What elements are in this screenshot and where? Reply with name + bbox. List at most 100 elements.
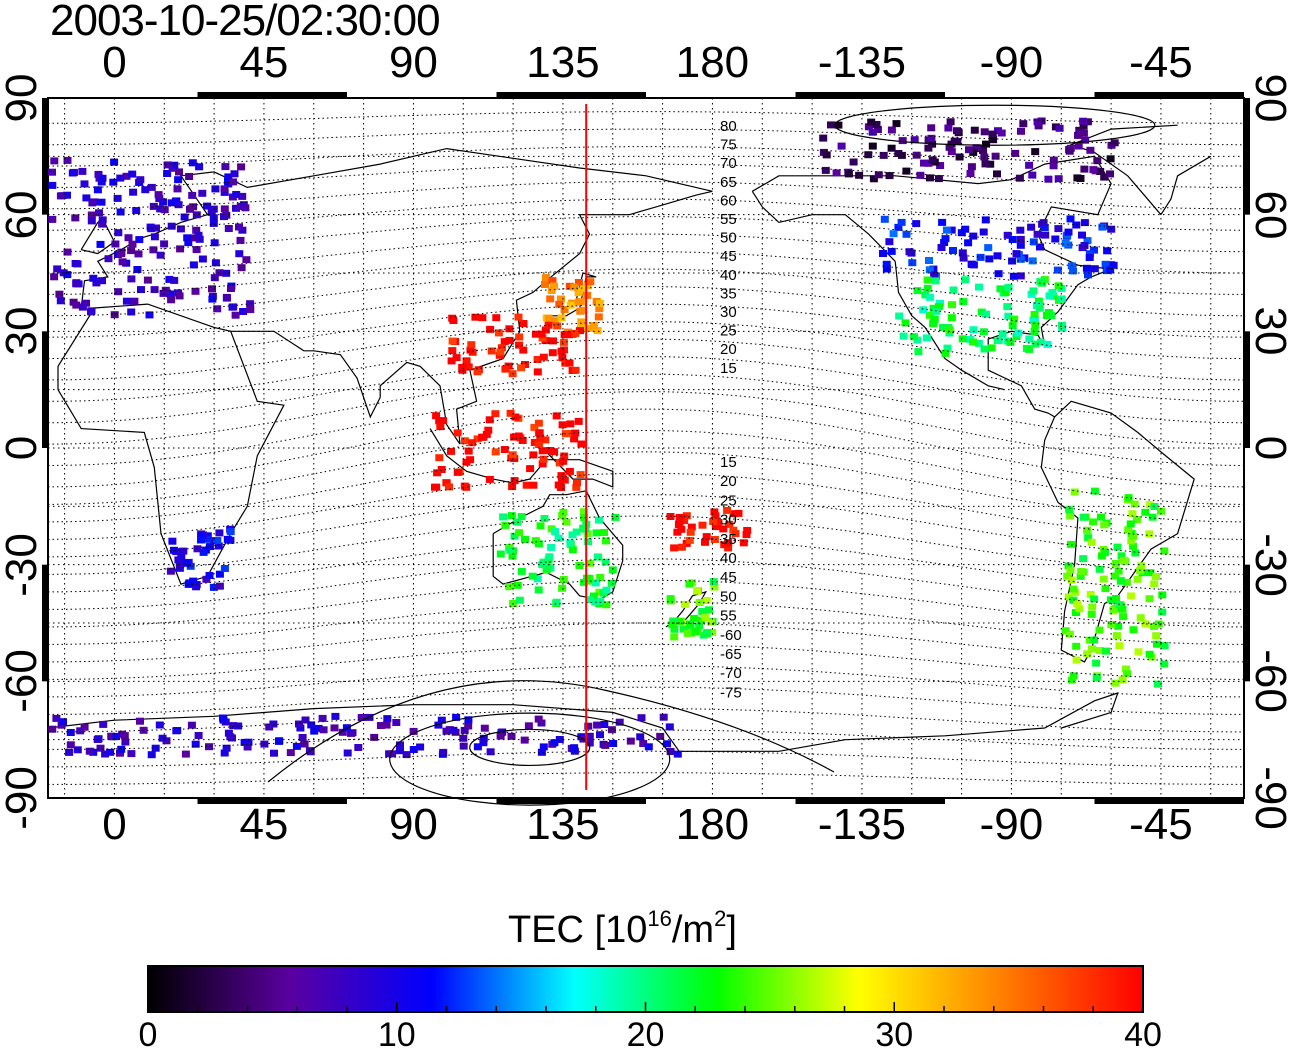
tec-cell — [879, 151, 888, 159]
tec-cell — [1114, 567, 1123, 575]
tec-cell — [193, 545, 202, 553]
tec-cell — [55, 290, 64, 298]
tec-cell — [186, 205, 194, 213]
tec-cell — [1152, 632, 1161, 640]
tec-cell — [211, 185, 220, 193]
tec-cell — [849, 158, 858, 166]
tec-cell — [209, 583, 218, 591]
tec-cell — [949, 286, 958, 294]
tec-cell — [916, 171, 925, 179]
tec-cell — [659, 713, 668, 721]
tec-cell — [576, 327, 584, 335]
tec-cell — [926, 174, 934, 182]
tec-cell — [396, 747, 404, 755]
mlat-contour — [48, 665, 1244, 698]
tec-cell — [1025, 345, 1034, 353]
tec-cell — [550, 739, 559, 747]
tec-cell — [110, 158, 119, 166]
tec-cell — [167, 222, 176, 230]
tec-cell — [959, 254, 968, 262]
tec-cell — [932, 307, 941, 315]
coastline — [894, 261, 1005, 391]
tec-cell — [996, 285, 1005, 293]
tec-cell — [560, 452, 569, 460]
tec-cell — [731, 530, 740, 538]
tec-cell — [1078, 244, 1087, 252]
timestamp-title: 2003-10-25/02:30:00 — [50, 0, 441, 45]
tec-cell — [1057, 295, 1066, 303]
tec-cell — [98, 220, 107, 228]
tec-cell — [595, 588, 604, 596]
colorbar-tick-label: 10 — [377, 1016, 416, 1054]
tec-cell — [947, 226, 956, 234]
tec-cell — [988, 130, 997, 138]
tec-cell — [589, 322, 598, 329]
tec-cell — [354, 744, 363, 751]
tec-cell — [1083, 237, 1092, 245]
tec-cell — [912, 220, 921, 228]
tec-cell — [701, 613, 709, 621]
tec-cell — [980, 153, 989, 161]
tec-cell — [1014, 329, 1023, 337]
tec-cell — [166, 290, 175, 298]
tec-cell — [87, 217, 96, 225]
tec-cell — [228, 734, 236, 742]
tec-cell — [942, 226, 951, 234]
tec-cell — [586, 559, 594, 567]
tec-cell — [874, 171, 883, 179]
mlat-contour — [48, 729, 1244, 750]
tec-cell — [392, 719, 401, 726]
tec-cell — [213, 537, 222, 544]
tec-cell — [222, 744, 231, 752]
tec-cell — [677, 543, 686, 551]
tec-cell — [945, 326, 954, 334]
tec-cell — [170, 161, 179, 169]
mlat-contour — [47, 451, 1245, 523]
tec-cell — [236, 236, 245, 244]
tec-cell — [1122, 578, 1131, 586]
tec-cell — [1106, 155, 1115, 163]
tec-cell — [975, 283, 983, 291]
tec-cell — [1067, 676, 1076, 684]
tec-cell — [494, 329, 503, 337]
tec-cell — [913, 287, 922, 295]
tec-cell — [1131, 549, 1140, 557]
tec-cell — [1090, 595, 1099, 603]
tec-cell — [127, 275, 136, 283]
tec-cell — [94, 735, 103, 743]
tec-cell — [1112, 595, 1120, 602]
tec-cell — [570, 435, 579, 443]
tec-cell — [553, 322, 562, 330]
tec-cell — [185, 579, 194, 587]
pole-contour — [389, 712, 671, 806]
tec-cell — [1078, 231, 1086, 239]
tec-cell — [436, 423, 445, 431]
tec-cell — [708, 628, 717, 636]
tec-cell — [601, 558, 610, 566]
tec-cell — [550, 317, 559, 325]
coastline — [751, 190, 896, 262]
tec-cell — [468, 439, 477, 447]
tec-cell — [63, 156, 72, 164]
tec-cell — [580, 578, 588, 586]
tec-cell — [1085, 254, 1094, 261]
tec-cell — [1148, 513, 1157, 521]
tec-cell — [710, 583, 719, 591]
tec-cell — [1136, 567, 1145, 575]
bottom-longitude-label: -90 — [979, 800, 1044, 849]
tec-cell — [938, 218, 947, 226]
tec-cell — [1033, 230, 1042, 238]
tec-cell — [1109, 261, 1118, 269]
tec-cell — [969, 338, 978, 346]
tec-cell — [607, 726, 616, 734]
tec-cell — [396, 741, 404, 749]
tec-cell — [174, 176, 183, 184]
tec-cell — [930, 272, 939, 280]
tec-cell — [1064, 228, 1073, 236]
tec-cell — [56, 297, 65, 305]
mlat-contour — [48, 216, 1244, 253]
tec-cell — [1044, 309, 1053, 316]
tec-cell — [690, 614, 699, 622]
tec-cell — [524, 722, 533, 730]
tec-cell — [471, 313, 480, 321]
